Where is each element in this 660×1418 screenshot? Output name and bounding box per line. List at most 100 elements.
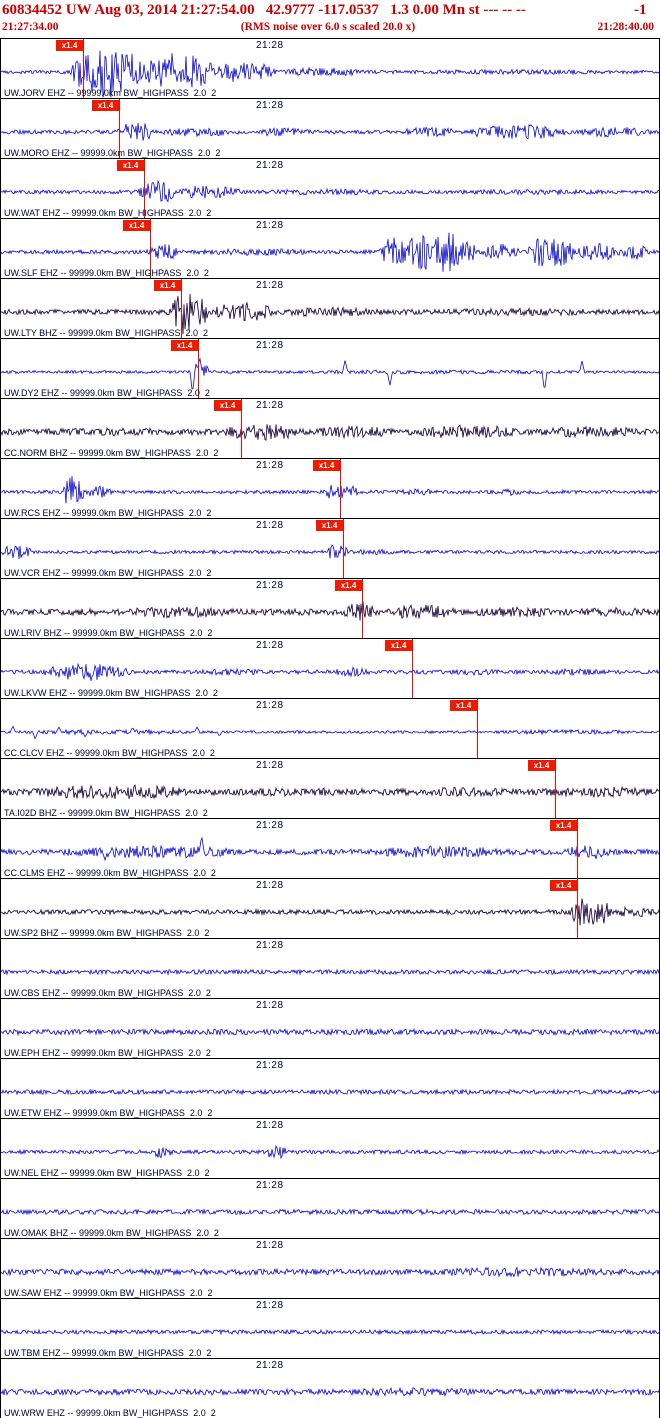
trace-row-uw-tbm-ehz[interactable]: 21:28 UW.TBM EHZ -- 99999.0km BW_HIGHPASS…: [1, 1299, 659, 1359]
time-tick-label: 21:28: [256, 580, 284, 591]
event-summary: 60834452 UW Aug 03, 2014 21:27:54.00 42.…: [2, 2, 526, 18]
pick-scale-flag[interactable]: x1.4: [123, 220, 150, 231]
trace-row-cc-clcv-ehz[interactable]: 21:28 x1.4 CC.CLCV EHZ -- 99999.0km BW_HIG…: [1, 699, 659, 759]
pick-scale-flag[interactable]: x1.4: [316, 520, 343, 531]
trace-row-uw-saw-ehz[interactable]: 21:28 UW.SAW EHZ -- 99999.0km BW_HIGHPASS…: [1, 1239, 659, 1299]
pick-time-line[interactable]: [555, 759, 556, 818]
pick-scale-flag[interactable]: x1.4: [117, 160, 144, 171]
time-tick-label: 21:28: [256, 820, 284, 831]
time-tick-label: 21:28: [256, 220, 284, 231]
pick-time-line[interactable]: [477, 699, 478, 758]
trace-list: 21:28 x1.4 UW.JORV EHZ -- 99999.0km BW_HIG…: [0, 38, 660, 1418]
pick-time-line[interactable]: [577, 819, 578, 878]
event-flag-value: -1: [634, 2, 654, 18]
time-tick-label: 21:28: [256, 1180, 284, 1191]
pick-scale-flag[interactable]: x1.4: [56, 40, 83, 51]
trace-row-ta-i02d-bhz[interactable]: 21:28 x1.4 TA.I02D BHZ -- 99999.0km BW_HIG…: [1, 759, 659, 819]
waveform-plot: [1, 662, 659, 681]
pick-time-line[interactable]: [198, 339, 199, 398]
time-tick-label: 21:28: [256, 880, 284, 891]
pick-scale-flag[interactable]: x1.4: [550, 880, 577, 891]
station-channel-label: UW.OMAK BHZ -- 99999.0km BW_HIGHPASS 2.0…: [4, 1228, 219, 1238]
waveform-plot: [1, 1144, 659, 1160]
station-channel-label: UW.VCR EHZ -- 99999.0km BW_HIGHPASS 2.0 …: [4, 568, 212, 578]
waveform-plot: [1, 836, 659, 862]
trace-row-uw-dy2-ehz[interactable]: 21:28 x1.4 UW.DY2 EHZ -- 99999.0km BW_HIGH…: [1, 339, 659, 399]
pick-scale-flag[interactable]: x1.4: [335, 580, 362, 591]
time-window-line: 21:27:34.00 (RMS noise over 6.0 s scaled…: [2, 20, 654, 35]
trace-row-uw-etw-ehz[interactable]: 21:28 UW.ETW EHZ -- 99999.0km BW_HIGHPASS…: [1, 1059, 659, 1119]
time-tick-label: 21:28: [256, 1300, 284, 1311]
pick-time-line[interactable]: [241, 399, 242, 458]
trace-row-uw-sp2-bhz[interactable]: 21:28 x1.4 UW.SP2 BHZ -- 99999.0km BW_HIGH…: [1, 879, 659, 939]
time-tick-label: 21:28: [256, 400, 284, 411]
trace-row-uw-lriv-bhz[interactable]: 21:28 x1.4 UW.LRIV BHZ -- 99999.0km BW_HIG…: [1, 579, 659, 639]
trace-row-cc-norm-bhz[interactable]: 21:28 x1.4 CC.NORM BHZ -- 99999.0km BW_HIG…: [1, 399, 659, 459]
pick-time-line[interactable]: [144, 159, 145, 218]
rms-scaling-note: (RMS noise over 6.0 s scaled 20.0 x): [240, 21, 416, 33]
pick-time-line[interactable]: [83, 39, 84, 98]
trace-row-uw-lkvw-ehz[interactable]: 21:28 x1.4 UW.LKVW EHZ -- 99999.0km BW_HIG…: [1, 639, 659, 699]
station-channel-label: UW.NEL EHZ -- 99999.0km BW_HIGHPASS 2.0 …: [4, 1168, 210, 1178]
pick-time-line[interactable]: [181, 279, 182, 338]
pick-scale-flag[interactable]: x1.4: [385, 640, 412, 651]
station-channel-label: UW.LRIV BHZ -- 99999.0km BW_HIGHPASS 2.0…: [4, 628, 213, 638]
trace-row-uw-omak-bhz[interactable]: 21:28 UW.OMAK BHZ -- 99999.0km BW_HIGHPAS…: [1, 1179, 659, 1239]
pick-time-line[interactable]: [150, 219, 151, 278]
time-tick-label: 21:28: [256, 460, 284, 471]
time-tick-label: 21:28: [256, 1000, 284, 1011]
trace-row-uw-wrw-ehz[interactable]: 21:28 UW.WRW EHZ -- 99999.0km BW_HIGHPASS…: [1, 1359, 659, 1418]
trace-row-uw-vcr-ehz[interactable]: 21:28 x1.4 UW.VCR EHZ -- 99999.0km BW_HIGH…: [1, 519, 659, 579]
pick-scale-flag[interactable]: x1.4: [154, 280, 181, 291]
trace-row-uw-wat-ehz[interactable]: 21:28 x1.4 UW.WAT EHZ -- 99999.0km BW_HIGH…: [1, 159, 659, 219]
trace-row-uw-rcs-ehz[interactable]: 21:28 x1.4 UW.RCS EHZ -- 99999.0km BW_HIGH…: [1, 459, 659, 519]
waveform-plot: [1, 424, 659, 441]
pick-time-line[interactable]: [362, 579, 363, 638]
waveform-plot: [1, 232, 659, 272]
pick-time-line[interactable]: [412, 639, 413, 698]
station-channel-label: UW.TBM EHZ -- 99999.0km BW_HIGHPASS 2.0 …: [4, 1348, 212, 1358]
waveform-plot: [1, 1088, 659, 1096]
pick-scale-flag[interactable]: x1.4: [92, 100, 119, 111]
pick-time-line[interactable]: [119, 99, 120, 158]
trace-row-uw-eph-ehz[interactable]: 21:28 UW.EPH EHZ -- 99999.0km BW_HIGHPASS…: [1, 999, 659, 1059]
time-tick-label: 21:28: [256, 940, 284, 951]
trace-row-uw-jorv-ehz[interactable]: 21:28 x1.4 UW.JORV EHZ -- 99999.0km BW_HIG…: [1, 39, 659, 99]
pick-scale-flag[interactable]: x1.4: [171, 340, 198, 351]
pick-scale-flag[interactable]: x1.4: [528, 760, 555, 771]
trace-row-uw-nel-ehz[interactable]: 21:28 UW.NEL EHZ -- 99999.0km BW_HIGHPASS…: [1, 1119, 659, 1179]
waveform-plot: [1, 725, 659, 740]
trace-row-cc-clms-ehz[interactable]: 21:28 x1.4 CC.CLMS EHZ -- 99999.0km BW_HIG…: [1, 819, 659, 879]
station-channel-label: CC.NORM BHZ -- 99999.0km BW_HIGHPASS 2.0…: [4, 448, 219, 458]
pick-scale-flag[interactable]: x1.4: [550, 820, 577, 831]
station-channel-label: UW.ETW EHZ -- 99999.0km BW_HIGHPASS 2.0 …: [4, 1108, 213, 1118]
station-channel-label: UW.WRW EHZ -- 99999.0km BW_HIGHPASS 2.0 …: [4, 1408, 216, 1418]
waveform-plot: [1, 544, 659, 560]
time-tick-label: 21:28: [256, 160, 284, 171]
pick-scale-flag[interactable]: x1.4: [214, 400, 241, 411]
trace-row-uw-slf-ehz[interactable]: 21:28 x1.4 UW.SLF EHZ -- 99999.0km BW_HIGH…: [1, 219, 659, 279]
waveform-plot: [1, 601, 659, 621]
trace-row-uw-moro-ehz[interactable]: 21:28 x1.4 UW.MORO EHZ -- 99999.0km BW_HIG…: [1, 99, 659, 159]
time-tick-label: 21:28: [256, 1120, 284, 1131]
pick-time-line[interactable]: [577, 879, 578, 938]
station-channel-label: TA.I02D BHZ -- 99999.0km BW_HIGHPASS 2.0…: [4, 808, 208, 818]
waveform-plot: [1, 1328, 659, 1336]
pick-scale-flag[interactable]: x1.4: [313, 460, 340, 471]
station-channel-label: UW.RCS EHZ -- 99999.0km BW_HIGHPASS 2.0 …: [4, 508, 212, 518]
pick-scale-flag[interactable]: x1.4: [450, 700, 477, 711]
waveform-plot: [1, 122, 659, 141]
trace-row-uw-lty-bhz[interactable]: 21:28 x1.4 UW.LTY BHZ -- 99999.0km BW_HIGH…: [1, 279, 659, 339]
trace-row-uw-cbs-ehz[interactable]: 21:28 UW.CBS EHZ -- 99999.0km BW_HIGHPASS…: [1, 939, 659, 999]
window-end-time: 21:28:40.00: [597, 21, 654, 33]
time-tick-label: 21:28: [256, 1360, 284, 1371]
time-tick-label: 21:28: [256, 280, 284, 291]
station-channel-label: UW.CBS EHZ -- 99999.0km BW_HIGHPASS 2.0 …: [4, 988, 211, 998]
station-channel-label: UW.MORO EHZ -- 99999.0km BW_HIGHPASS 2.0…: [4, 148, 221, 158]
pick-time-line[interactable]: [343, 519, 344, 578]
time-tick-label: 21:28: [256, 100, 284, 111]
waveform-plot: [1, 1208, 659, 1216]
waveform-plot: [1, 898, 659, 926]
pick-time-line[interactable]: [340, 459, 341, 518]
